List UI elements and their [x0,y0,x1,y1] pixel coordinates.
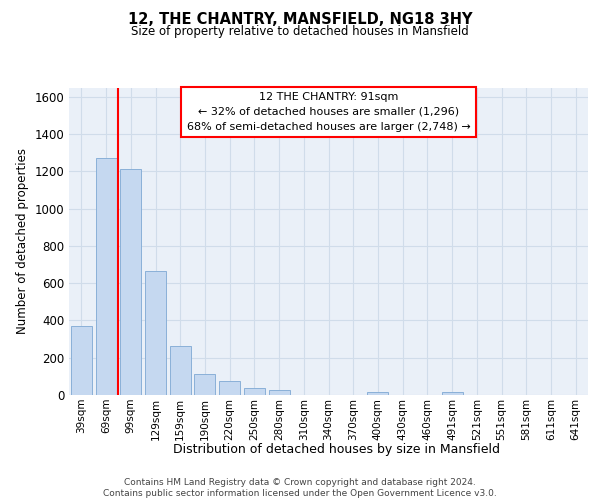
Text: Contains HM Land Registry data © Crown copyright and database right 2024.
Contai: Contains HM Land Registry data © Crown c… [103,478,497,498]
Bar [194,374,215,395]
Bar [269,390,290,395]
Bar [71,326,92,395]
Bar [367,392,388,395]
Bar [244,388,265,395]
Bar [145,271,166,395]
Bar [95,158,116,395]
Y-axis label: Number of detached properties: Number of detached properties [16,148,29,334]
Text: Size of property relative to detached houses in Mansfield: Size of property relative to detached ho… [131,25,469,38]
Text: Distribution of detached houses by size in Mansfield: Distribution of detached houses by size … [173,442,500,456]
Bar [219,381,240,395]
Bar [442,392,463,395]
Text: 12 THE CHANTRY: 91sqm  
← 32% of detached houses are smaller (1,296)
68% of semi: 12 THE CHANTRY: 91sqm ← 32% of detached … [187,92,470,132]
Text: 12, THE CHANTRY, MANSFIELD, NG18 3HY: 12, THE CHANTRY, MANSFIELD, NG18 3HY [128,12,472,28]
Bar [120,168,141,395]
Bar [170,346,191,395]
